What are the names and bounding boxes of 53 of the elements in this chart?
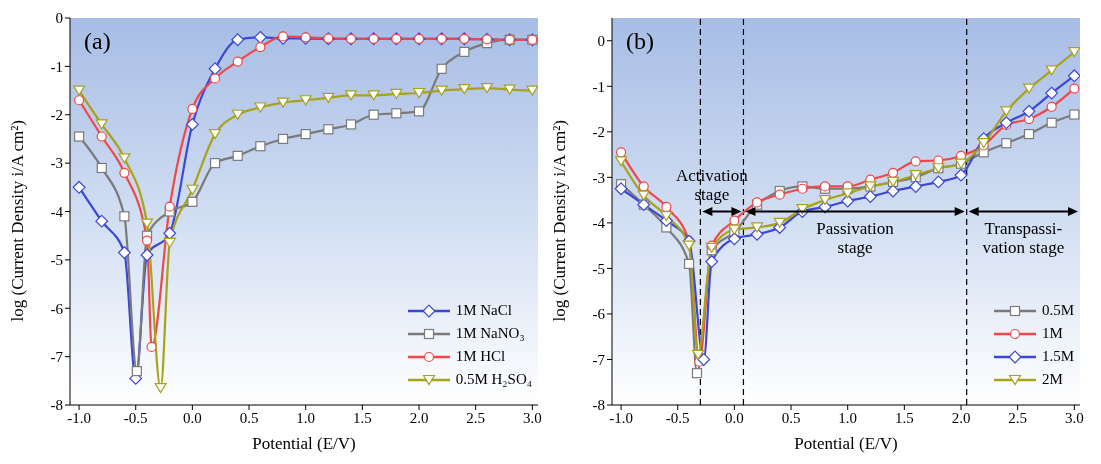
y-tick-label: -6 [592, 306, 606, 323]
legend-label: 1.5M [1041, 348, 1074, 365]
x-tick-label: 3.0 [1064, 409, 1084, 426]
y-tick-label: -3 [50, 155, 63, 172]
x-axis-title: Potential (E/V) [252, 434, 356, 453]
annotation: Activation stage [676, 165, 749, 204]
chart-title: (b) [626, 28, 654, 55]
x-tick-label: 1.5 [352, 409, 372, 426]
legend-label: 1M [1041, 325, 1063, 342]
x-tick-label: -0.5 [123, 409, 148, 426]
x-tick-label: -1.0 [67, 409, 91, 426]
x-tick-label: 1.5 [894, 409, 914, 426]
y-tick-label: -4 [50, 203, 64, 220]
annotation: Transpassi- vation stage [982, 218, 1065, 257]
x-tick-label: 1.0 [296, 409, 316, 426]
legend-label: 0.5M [1041, 302, 1074, 319]
y-tick-label: -8 [50, 397, 63, 414]
y-tick-label: -3 [592, 169, 605, 186]
x-tick-label: 1.0 [838, 409, 858, 426]
legend-label: 1M NaNO₃ [455, 325, 525, 342]
x-tick-label: 2.5 [466, 409, 486, 426]
y-tick-label: -7 [50, 348, 64, 365]
legend-label: 1M NaCl [455, 302, 512, 319]
y-tick-label: -1 [50, 58, 63, 75]
legend-label: 1M HCl [455, 348, 506, 365]
y-tick-label: 0 [597, 33, 605, 50]
legend-label: 0.5M H₂SO₄ [455, 371, 532, 388]
y-tick-label: -2 [50, 107, 63, 124]
y-tick-label: 0 [55, 10, 63, 27]
x-tick-label: 2.0 [951, 409, 971, 426]
y-tick-label: -7 [592, 351, 606, 368]
y-tick-label: -5 [592, 260, 605, 277]
y-axis-title: log (Current Density i/A cm²) [550, 119, 570, 322]
y-tick-label: -2 [592, 124, 605, 141]
y-tick-label: -6 [50, 300, 64, 317]
legend-label: 2M [1041, 371, 1063, 388]
x-tick-label: 0.0 [183, 409, 202, 426]
y-axis-title: log (Current Density i/A cm²) [8, 119, 28, 322]
x-tick-label: 2.0 [409, 409, 429, 426]
y-tick-label: -1 [592, 78, 605, 95]
x-tick-label: 0.5 [239, 409, 259, 426]
x-tick-label: 0.5 [781, 409, 801, 426]
y-tick-label: -8 [592, 397, 605, 414]
y-tick-label: -4 [592, 215, 606, 232]
annotation: Passivation stage [816, 218, 895, 257]
x-tick-label: 0.0 [725, 409, 744, 426]
x-tick-label: -1.0 [609, 409, 633, 426]
x-tick-label: -0.5 [665, 409, 690, 426]
x-axis-title: Potential (E/V) [794, 434, 898, 453]
chart-title: (a) [84, 28, 111, 55]
y-tick-label: -5 [50, 252, 63, 269]
x-tick-label: 2.5 [1008, 409, 1028, 426]
x-tick-label: 3.0 [522, 409, 542, 426]
